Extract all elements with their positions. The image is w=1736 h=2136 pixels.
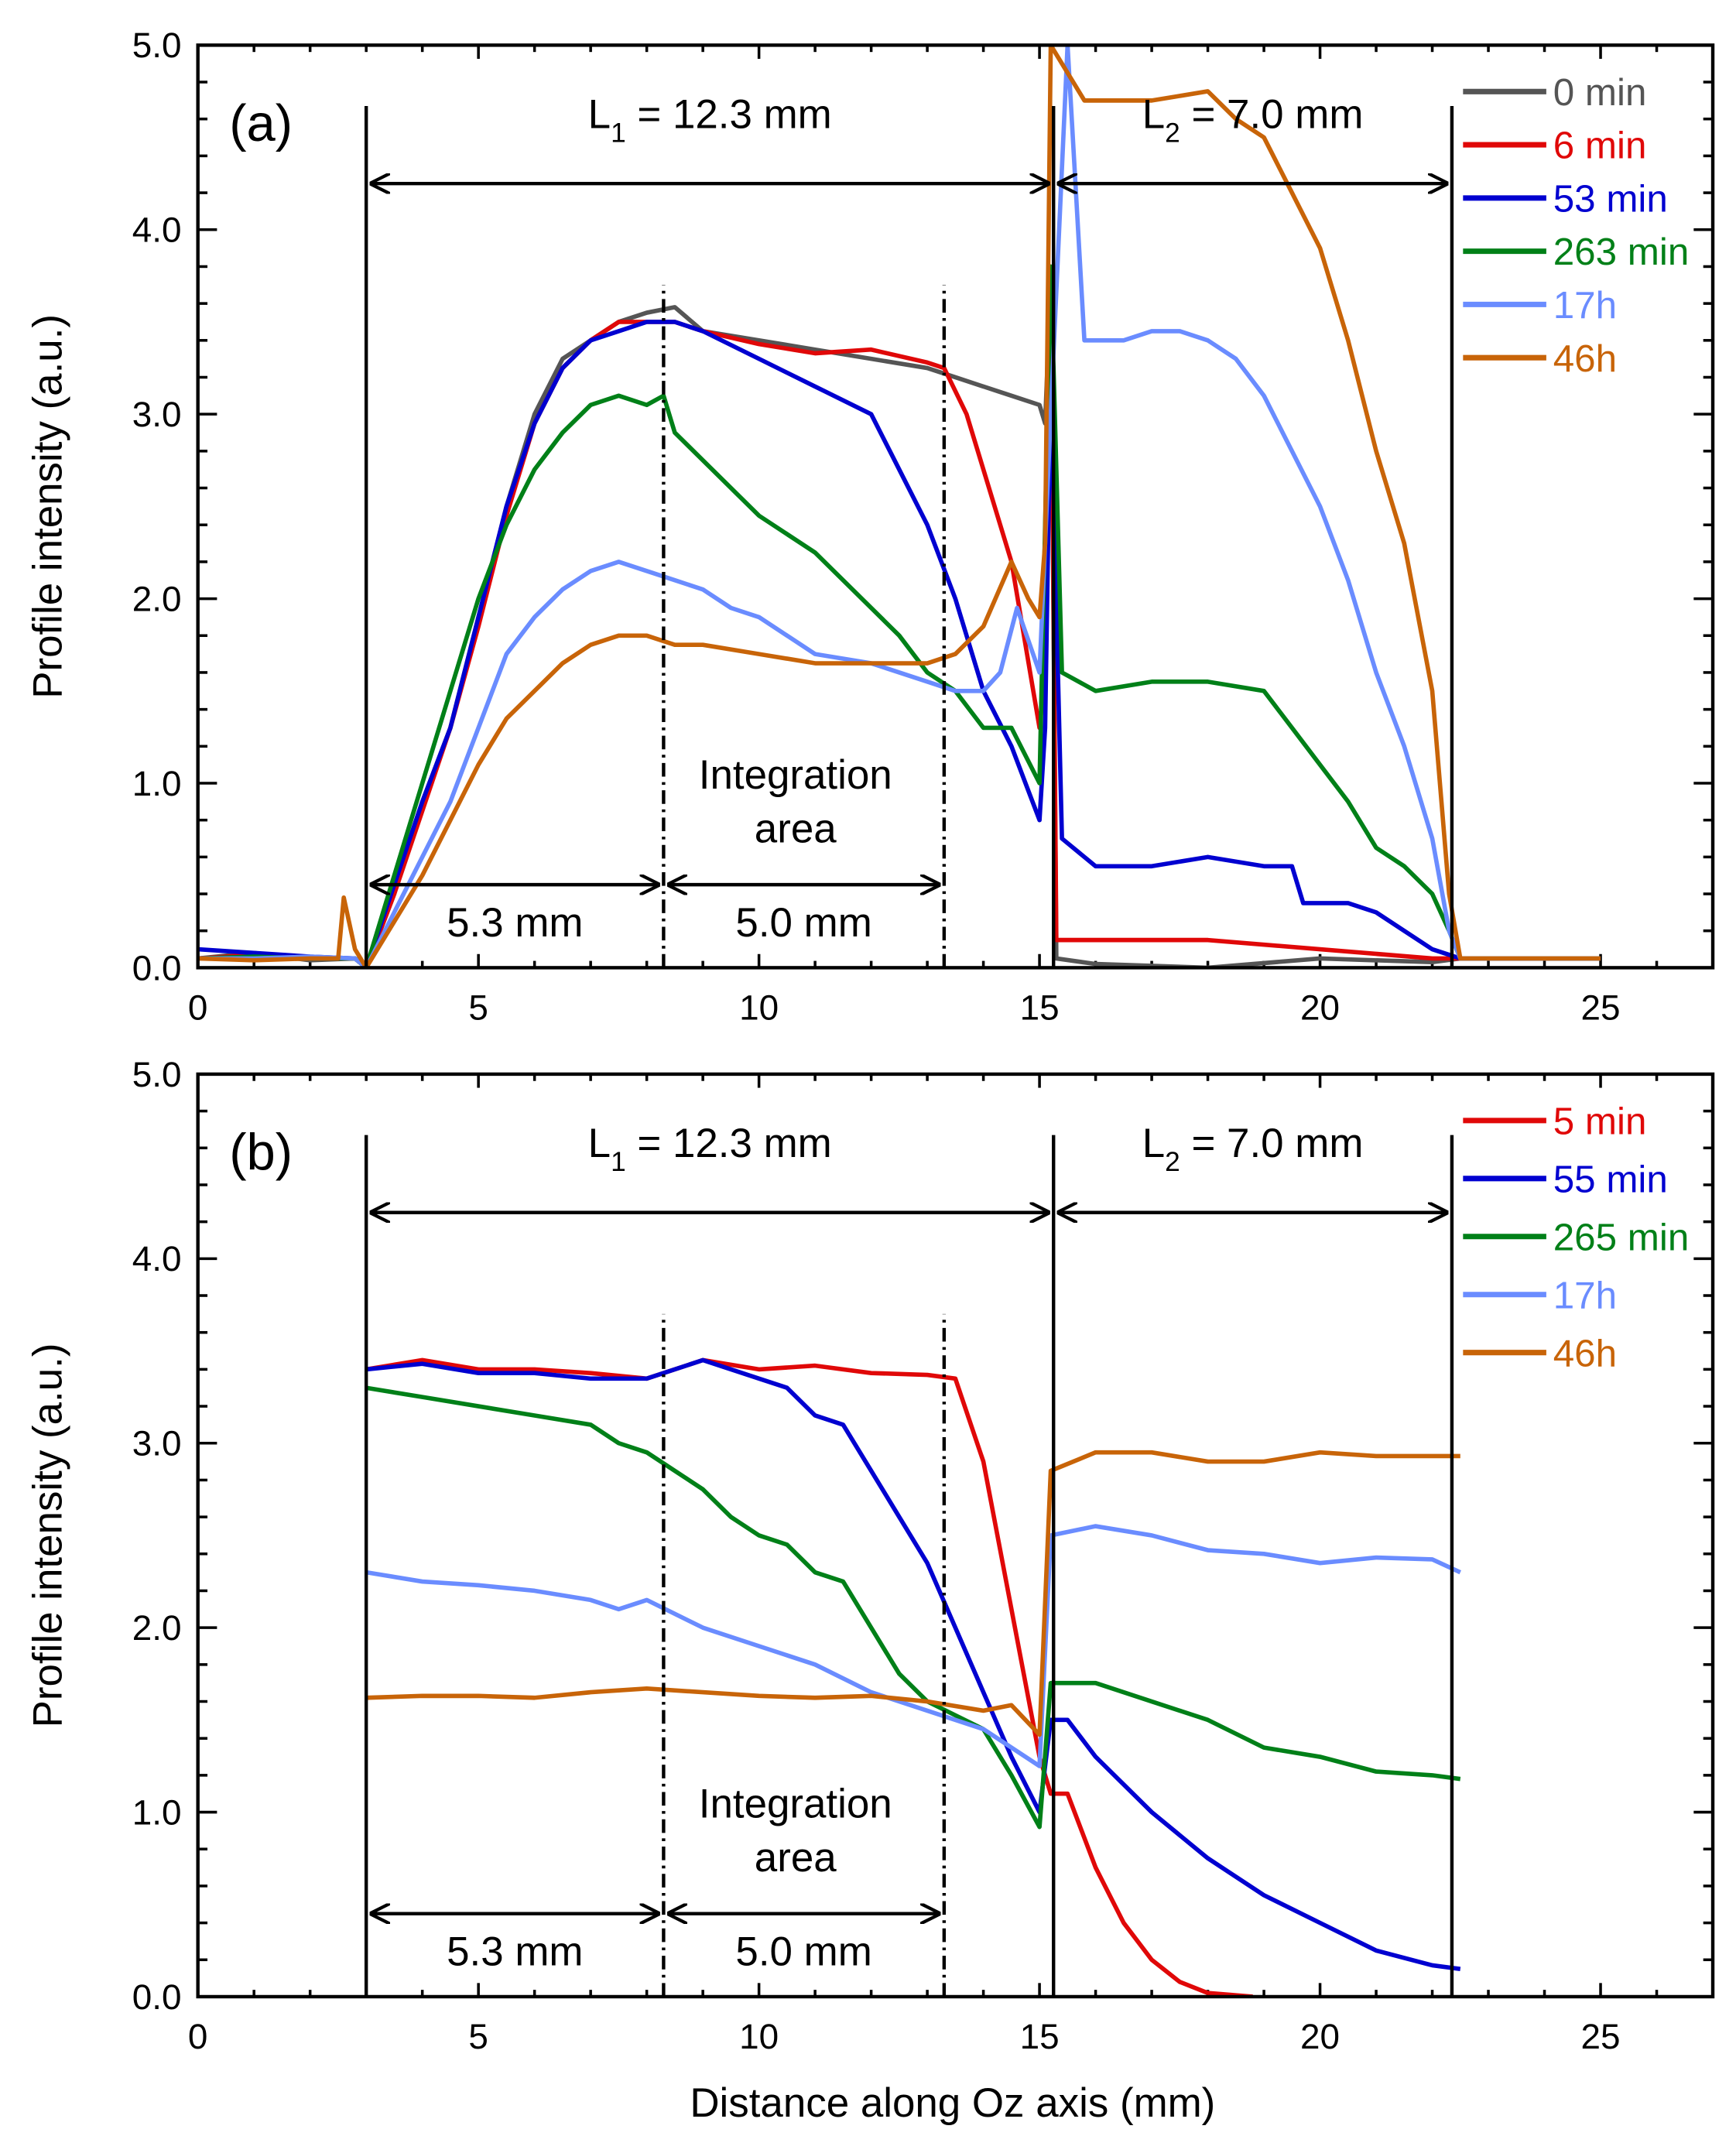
series-line-17h [197, 45, 1601, 968]
y-tick-label: 2.0 [132, 579, 182, 618]
series-line-55-min [365, 1357, 1461, 1972]
x-tick-label: 5 [468, 2017, 488, 2056]
panel-b: 0 5 10 15 20 25 0.0 1.0 2.0 3.0 4.0 5.0 Profile inte… [25, 1055, 1715, 2126]
x-tick-label: 20 [1300, 2017, 1340, 2056]
y-tick-label: 4.0 [132, 1239, 182, 1279]
legend: 5 min 55 min 265 min 17h 46h [1463, 1101, 1690, 1374]
x-tick-label: 0 [188, 2017, 207, 2056]
x-tick-label: 0 [188, 988, 207, 1027]
x-tick-label: 5 [468, 988, 488, 1027]
panel-label: (a) [229, 94, 293, 152]
y-tick-label: 5.0 [132, 26, 182, 65]
plot-frame [196, 1072, 1715, 1999]
seg1-label: 5.3 mm [447, 1929, 583, 1974]
x-tick-label: 10 [739, 988, 779, 1027]
series-group [365, 1357, 1461, 1997]
L2-label: L2 = 7.0 mm [1142, 92, 1364, 149]
L1-label: L1 = 12.3 mm [588, 92, 832, 149]
seg2-label: 5.0 mm [735, 900, 871, 946]
legend-label: 6 min [1553, 125, 1647, 167]
legend-label: 46h [1553, 337, 1617, 380]
y-tick-label: 1.0 [132, 764, 182, 803]
x-tick-label: 25 [1581, 2017, 1621, 2056]
y-tick-label: 0.0 [132, 1977, 182, 2017]
y-axis-label: Profile intensity (a.u.) [25, 1344, 70, 1728]
legend: 0 min 6 min 53 min 263 min 17h 46h [1463, 71, 1689, 380]
legend-label: 263 min [1553, 231, 1690, 273]
y-tick-label: 4.0 [132, 211, 182, 250]
y-tick-label: 2.0 [132, 1608, 182, 1648]
legend-label: 5 min [1553, 1101, 1647, 1143]
legend-label: 0 min [1553, 71, 1647, 114]
series-line-46h [366, 1450, 1460, 1737]
x-tick-label: 20 [1300, 988, 1340, 1027]
plot-frame [196, 43, 1715, 970]
series-group [197, 45, 1601, 968]
integration-label-2: area [755, 806, 837, 851]
L1-label: L1 = 12.3 mm [588, 1121, 832, 1177]
legend-label: 265 min [1553, 1216, 1690, 1258]
seg1-label: 5.3 mm [447, 900, 583, 946]
y-tick-label: 0.0 [132, 948, 182, 988]
panel-label: (b) [229, 1123, 293, 1181]
legend-label: 46h [1553, 1332, 1617, 1374]
series-line-17h [365, 1524, 1461, 1768]
x-axis-label: Distance along Oz axis (mm) [690, 2080, 1215, 2126]
y-tick-label: 5.0 [132, 1055, 182, 1094]
legend-label: 17h [1553, 284, 1617, 327]
series-line-265-min [365, 1385, 1461, 1830]
x-tick-label: 25 [1581, 988, 1621, 1027]
x-tick-label: 15 [1020, 2017, 1060, 2056]
seg2-label: 5.0 mm [735, 1929, 871, 1974]
series-line-46h [197, 45, 1601, 968]
y-tick-label: 3.0 [132, 1424, 182, 1463]
legend-label: 17h [1553, 1274, 1617, 1316]
integration-label: Integration [699, 752, 892, 798]
x-tick-label: 15 [1020, 988, 1060, 1027]
series-line-0-min [197, 282, 1601, 968]
y-tick-label: 3.0 [132, 395, 182, 434]
L2-label: L2 = 7.0 mm [1142, 1121, 1364, 1177]
series-line-53-min [197, 320, 1601, 968]
y-tick-label: 1.0 [132, 1792, 182, 1832]
integration-label: Integration [699, 1782, 892, 1827]
x-tick-label: 10 [739, 2017, 779, 2056]
series-line-5-min [365, 1357, 1253, 1997]
series-line-6-min [197, 264, 1601, 968]
legend-label: 55 min [1553, 1158, 1668, 1200]
panel-a: 0 5 10 15 20 25 0.0 1.0 2.0 3.0 4.0 5.0 Profile inte… [25, 26, 1715, 1027]
series-line-263-min [197, 264, 1601, 968]
y-axis-label: Profile intensity (a.u.) [25, 314, 70, 699]
integration-label-2: area [755, 1835, 837, 1881]
legend-label: 53 min [1553, 177, 1668, 220]
